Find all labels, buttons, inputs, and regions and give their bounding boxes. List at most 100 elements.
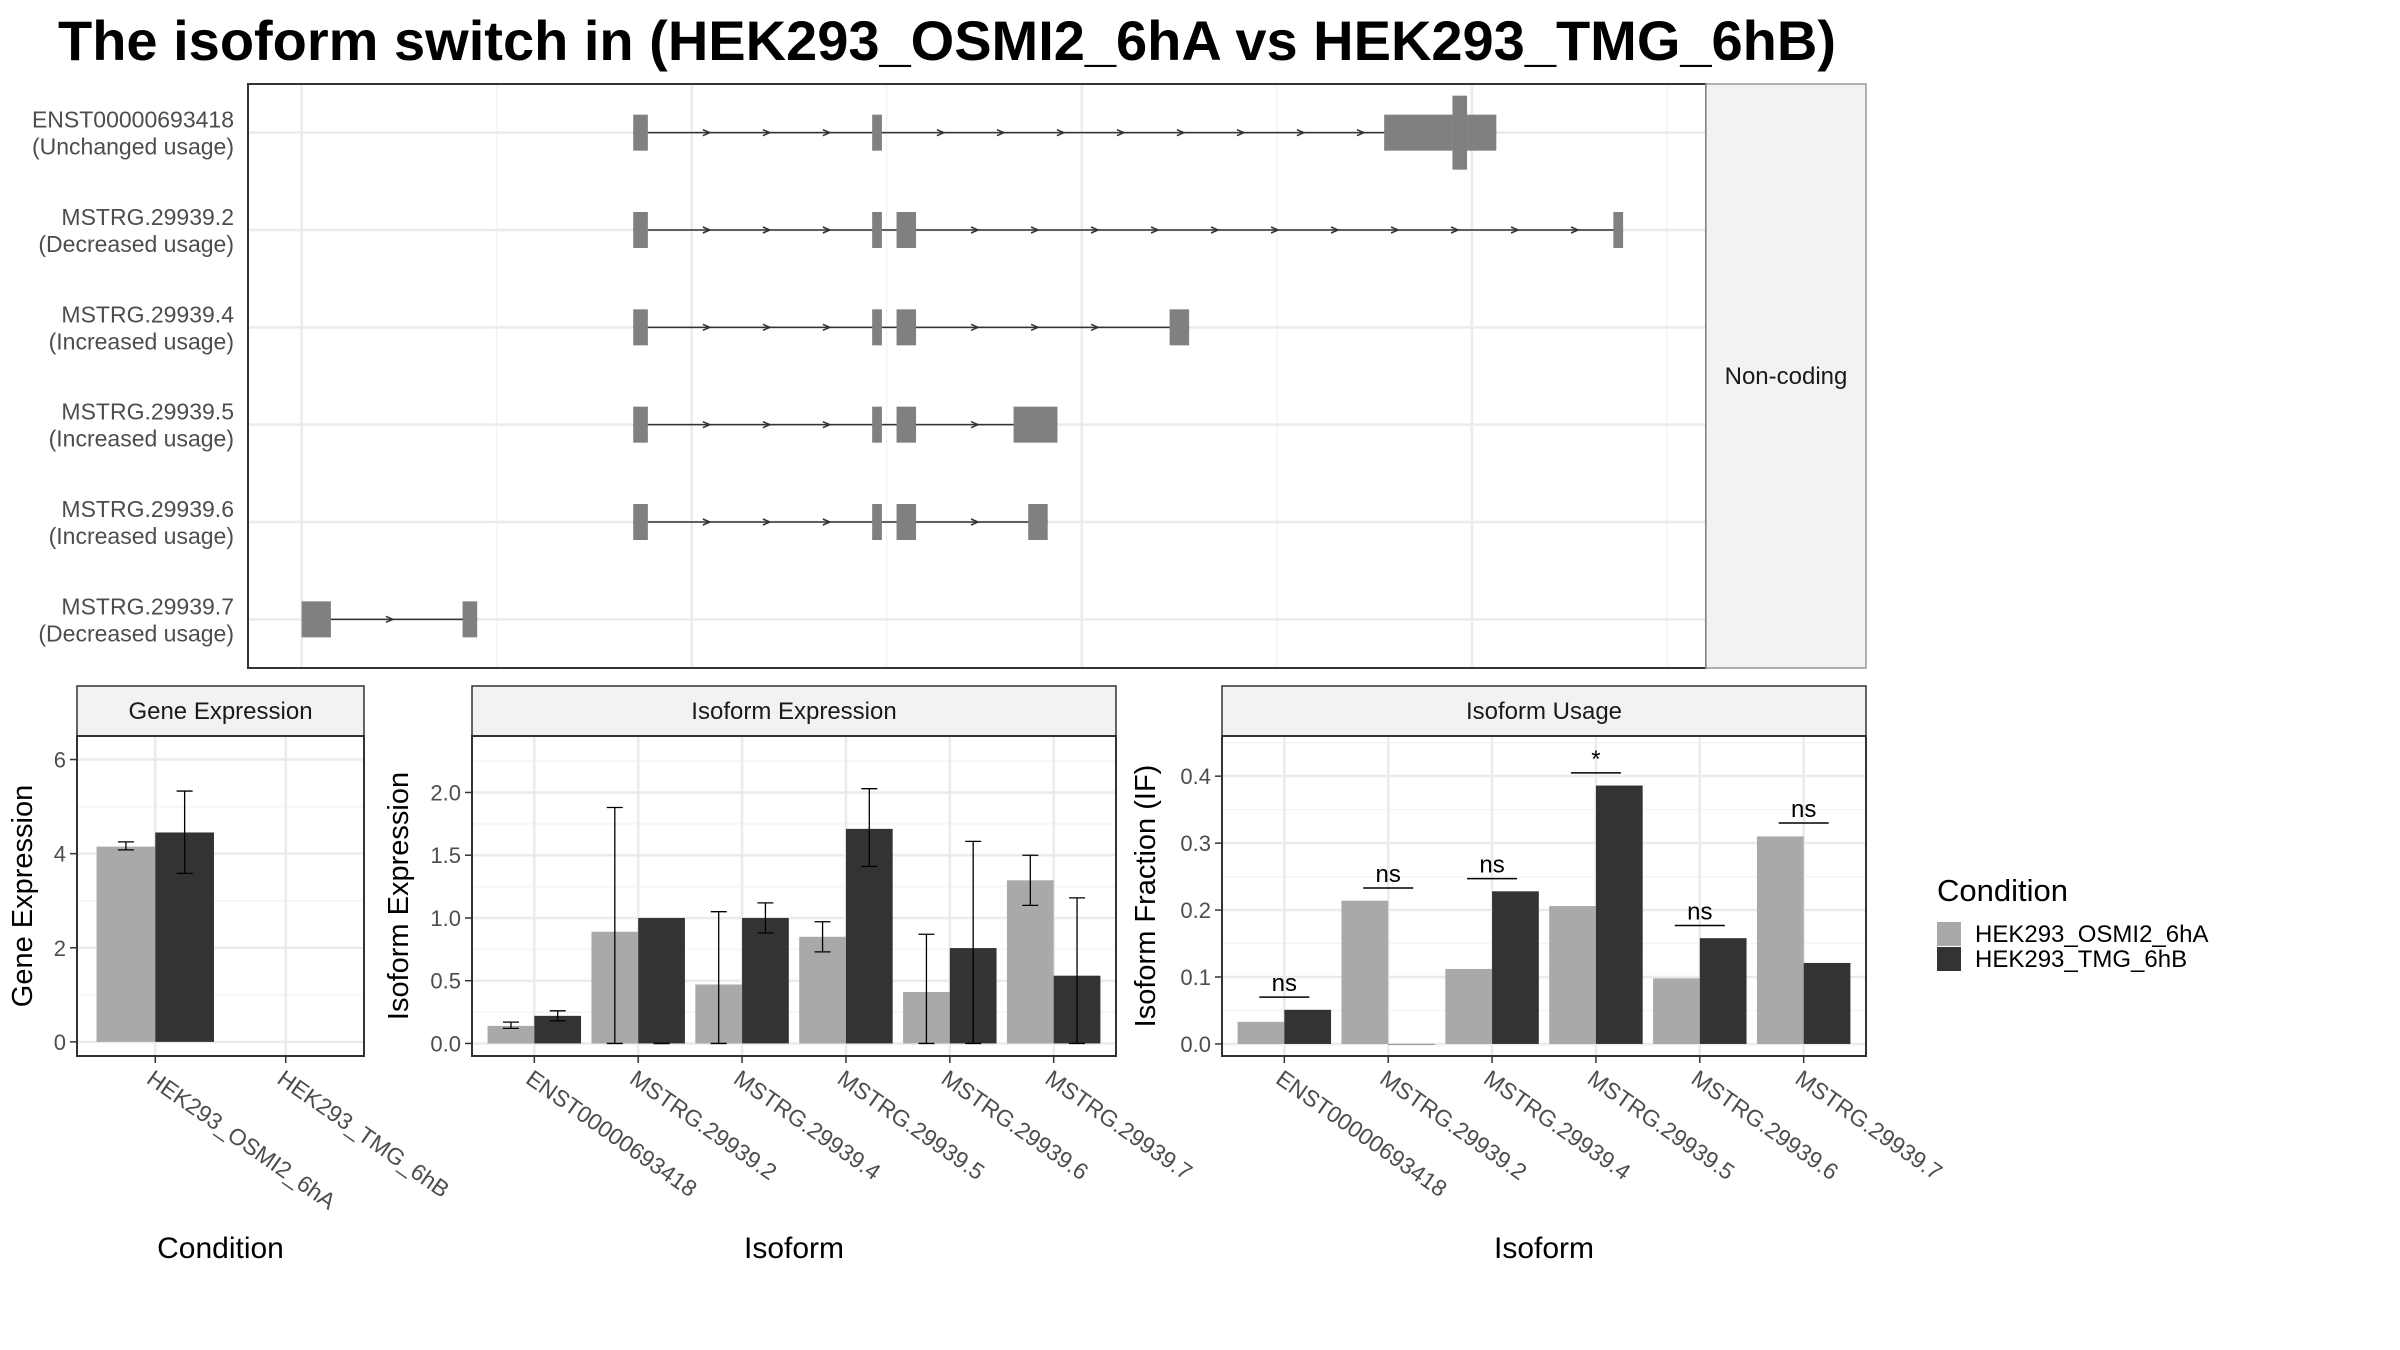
panel-border <box>76 735 365 1057</box>
facet-label-non-coding: Non-coding <box>1725 363 1848 390</box>
strand-arrow <box>762 323 772 332</box>
bar-tmg <box>1284 1009 1332 1044</box>
strand-arrow <box>1150 226 1160 234</box>
significance-label: ns <box>1791 796 1816 823</box>
x-tick-label: ENST00000693418 <box>1271 1065 1451 1202</box>
exon <box>1613 212 1624 248</box>
significance-label: ns <box>1687 898 1712 925</box>
exon <box>633 114 648 151</box>
bar-osmi2 <box>487 1025 535 1044</box>
exon <box>1467 114 1497 151</box>
strand-arrow <box>702 420 712 429</box>
exon <box>872 504 882 540</box>
strand-arrow <box>702 518 712 526</box>
strand-arrow <box>1030 323 1040 332</box>
transcript-usage-label: (Increased usage) <box>49 523 234 549</box>
bar-osmi2 <box>1653 978 1700 1044</box>
strand-arrow <box>385 615 395 624</box>
strand-arrow <box>1090 323 1100 332</box>
exon <box>301 601 331 638</box>
facet-strip <box>1705 83 1867 669</box>
legend-item-label: HEK293_TMG_6hB <box>1975 946 2187 973</box>
panel-border <box>471 735 1117 1057</box>
bar-tmg <box>742 917 789 1044</box>
transcript-usage-label: (Decreased usage) <box>38 231 234 257</box>
strand-arrow <box>702 128 712 137</box>
y-tick-label: 0.0 <box>430 1031 461 1056</box>
panel-strip <box>76 685 365 737</box>
bar-osmi2 <box>1549 906 1596 1044</box>
strand-arrow <box>702 323 712 332</box>
x-axis-title: Isoform <box>1494 1232 1594 1265</box>
strand-arrow <box>1356 128 1366 137</box>
transcript-usage-label: (Unchanged usage) <box>32 134 234 160</box>
strand-arrow <box>1090 226 1100 234</box>
transcript-id-label: MSTRG.29939.7 <box>61 593 234 619</box>
exon <box>872 114 882 151</box>
strand-arrow <box>822 323 832 332</box>
bar-tmg <box>1492 891 1539 1044</box>
x-axis-title: Condition <box>157 1232 284 1265</box>
y-axis-title: Isoform Expression <box>383 772 415 1020</box>
strand-arrow <box>1390 226 1400 234</box>
strand-arrow <box>1330 226 1340 234</box>
significance-label: ns <box>1376 861 1401 888</box>
legend-swatch <box>1937 922 1961 946</box>
y-tick-label: 1.0 <box>430 906 461 931</box>
strand-arrow <box>970 226 980 234</box>
strand-arrow <box>762 226 772 234</box>
bar-tmg <box>1388 1043 1435 1045</box>
panel-strip-label: Isoform Usage <box>1466 698 1622 725</box>
exon <box>872 406 882 443</box>
bar-osmi2 <box>96 846 156 1042</box>
strand-arrow <box>970 518 980 526</box>
bar-tmg <box>1699 938 1747 1044</box>
y-tick-label: 0.3 <box>1180 831 1211 856</box>
bar-osmi2 <box>1445 968 1493 1044</box>
x-axis-title: Isoform <box>744 1232 844 1265</box>
transcript-id-label: MSTRG.29939.2 <box>61 204 234 230</box>
strand-arrow <box>1296 128 1306 137</box>
exon <box>872 212 882 248</box>
exon <box>896 406 917 443</box>
page-title: The isoform switch in (HEK293_OSMI2_6hA … <box>58 9 1836 72</box>
exon <box>633 309 648 346</box>
y-tick-label: 0.2 <box>1180 898 1211 923</box>
transcript-id-label: MSTRG.29939.4 <box>61 301 234 327</box>
exon <box>896 212 917 248</box>
panel-strip <box>1221 685 1867 737</box>
strand-arrow <box>822 226 832 234</box>
strand-arrow <box>1176 128 1186 137</box>
legend-swatch <box>1937 947 1961 971</box>
strand-arrow <box>702 226 712 234</box>
isoform-expression-panel: Isoform Expression 0.0 0.5 1.0 1.5 2.0 ENST000… <box>383 685 1197 1265</box>
strand-arrow <box>936 128 946 137</box>
strand-arrow <box>762 518 772 526</box>
strand-arrow <box>1450 226 1460 234</box>
strand-arrow <box>1210 226 1220 234</box>
strand-arrow <box>762 420 772 429</box>
bar-osmi2 <box>1341 900 1389 1044</box>
y-tick-label: 2.0 <box>430 780 461 805</box>
legend-title: Condition <box>1937 873 2068 908</box>
transcript-usage-label: (Decreased usage) <box>38 620 234 646</box>
y-axis-title: Gene Expression <box>7 785 39 1007</box>
transcript-structure-panel: ENST00000693418(Unchanged usage) MSTRG.29… <box>32 83 1867 669</box>
x-tick-label: ENST00000693418 <box>521 1065 701 1202</box>
exon <box>1169 309 1190 346</box>
exon <box>1013 406 1058 443</box>
strand-arrow <box>996 128 1006 137</box>
strand-arrow <box>1236 128 1246 137</box>
exon <box>1028 504 1048 540</box>
strand-arrow <box>970 323 980 332</box>
strand-arrow <box>822 518 832 526</box>
transcript-usage-label: (Increased usage) <box>49 328 234 354</box>
isoform-usage-panel: Isoform Usage ns ns ns * ns ns 0.0 0.1 0.2 0.3 0.4 E… <box>1130 685 1947 1265</box>
y-tick-label: 0.0 <box>1180 1032 1211 1057</box>
bar-tmg <box>1803 962 1851 1044</box>
transcript-id-label: MSTRG.29939.5 <box>61 399 234 425</box>
significance-label: ns <box>1272 970 1297 997</box>
strand-arrow <box>1116 128 1126 137</box>
legend-item-label: HEK293_OSMI2_6hA <box>1975 921 2208 948</box>
